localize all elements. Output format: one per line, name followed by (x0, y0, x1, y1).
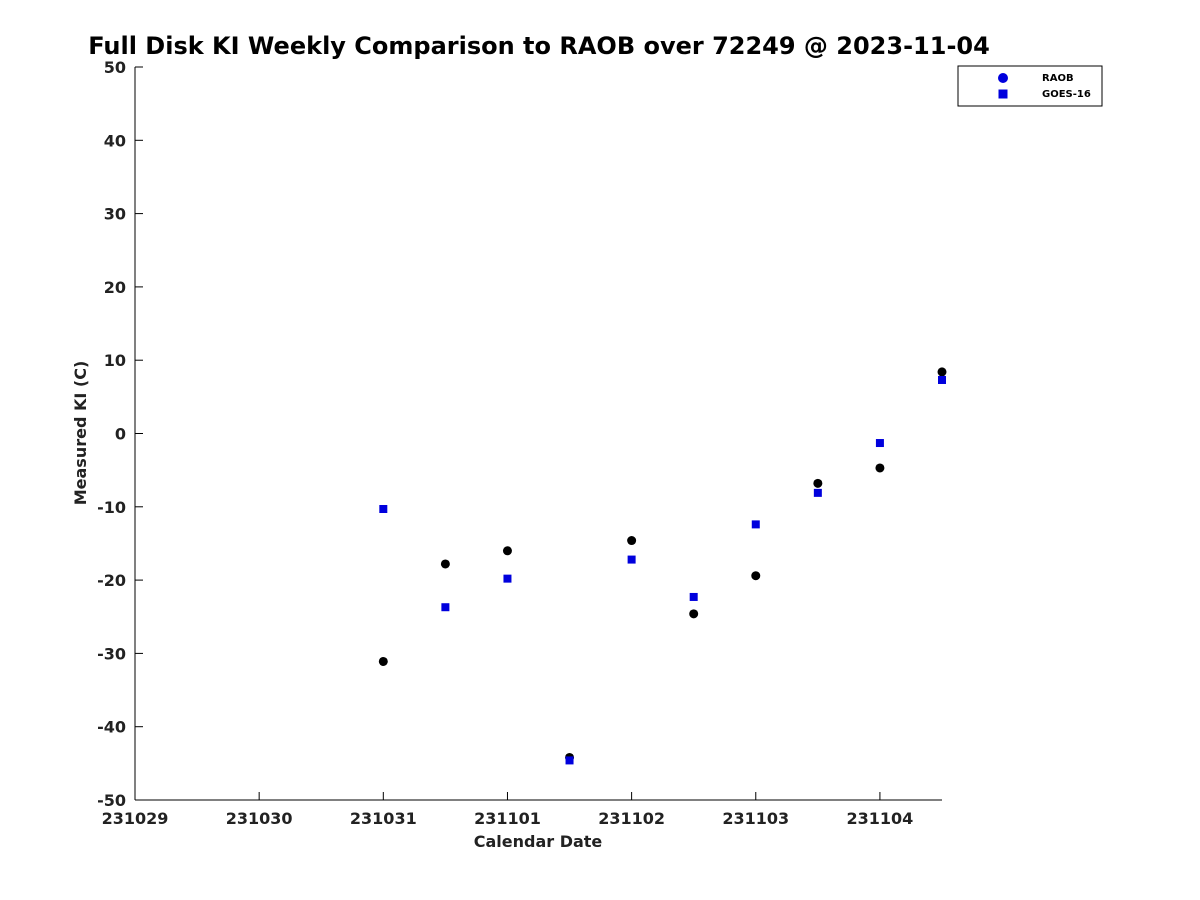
legend-raob-marker (998, 73, 1008, 83)
goes16-point (627, 555, 636, 564)
y-tick-label: 10 (104, 351, 126, 370)
axes (134, 67, 942, 801)
goes16-point (689, 592, 698, 601)
raob-point (689, 609, 699, 619)
raob-point (751, 571, 761, 581)
legend-box (957, 65, 1103, 107)
x-tick-label: 231104 (847, 809, 914, 828)
raob-point (627, 536, 637, 546)
y-axis-label: Measured KI (C) (71, 361, 90, 506)
legend: RAOB GOES-16 (957, 65, 1103, 107)
goes16-point (503, 574, 512, 583)
y-ticks: 50 40 30 20 10 0 -10 -20 -30 -40 -50 (97, 58, 143, 810)
data-points (378, 367, 947, 765)
y-tick-label: 20 (104, 278, 126, 297)
goes16-point (565, 756, 574, 765)
raob-point (875, 463, 885, 473)
y-tick-label: 0 (115, 425, 126, 444)
legend-goes16-marker (998, 89, 1008, 99)
goes16-point (751, 520, 760, 529)
y-tick-label: 50 (104, 58, 126, 77)
goes16-point (379, 504, 388, 513)
x-tick-label: 231029 (102, 809, 169, 828)
y-tick-label: 40 (104, 131, 126, 150)
y-tick-label: -30 (97, 644, 126, 663)
raob-point (378, 656, 388, 666)
y-tick-label: -40 (97, 718, 126, 737)
y-tick-label: -20 (97, 571, 126, 590)
goes16-point (441, 603, 450, 612)
y-tick-label: -10 (97, 498, 126, 517)
goes16-point (875, 439, 884, 448)
y-tick-label: -50 (97, 791, 126, 810)
x-axis-label: Calendar Date (474, 832, 603, 851)
raob-point (937, 367, 947, 377)
x-tick-label: 231031 (350, 809, 417, 828)
legend-raob-label: RAOB (1042, 73, 1074, 84)
raob-point (440, 559, 450, 569)
legend-goes16-label: GOES-16 (1042, 89, 1091, 100)
raob-point (813, 478, 823, 488)
goes16-point (938, 375, 946, 384)
raob-point (502, 546, 512, 556)
chart-title: Full Disk KI Weekly Comparison to RAOB o… (88, 32, 990, 60)
y-tick-label: 30 (104, 205, 126, 224)
goes16-point (813, 488, 822, 497)
x-tick-label: 231030 (226, 809, 293, 828)
x-tick-label: 231103 (722, 809, 789, 828)
x-ticks: 231029 231030 231031 231101 231102 231103 2311… (102, 792, 914, 828)
x-tick-label: 231102 (598, 809, 665, 828)
x-tick-label: 231101 (474, 809, 541, 828)
